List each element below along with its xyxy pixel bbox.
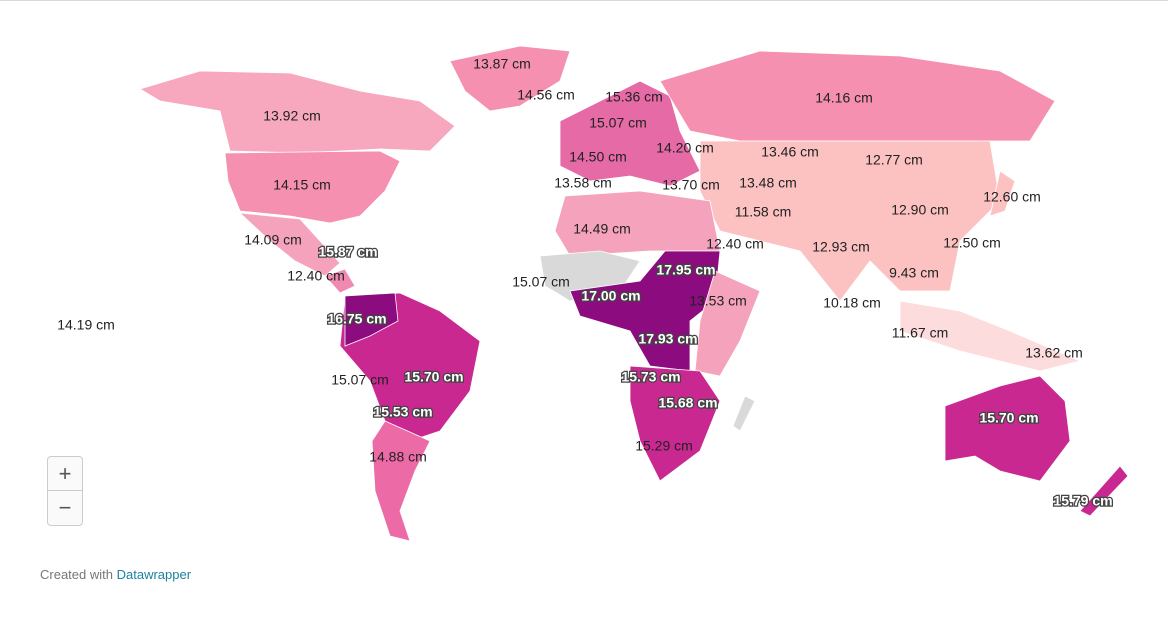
region-label: 17.00 cm: [581, 288, 640, 304]
region-label: 14.19 cm: [57, 317, 115, 333]
se-asia: [899, 300, 1082, 372]
region-label: 10.18 cm: [823, 295, 881, 311]
footer: Created with Datawrapper: [40, 567, 191, 582]
region-label: 15.53 cm: [373, 404, 432, 420]
region-label: 13.46 cm: [761, 144, 819, 160]
region-label: 14.50 cm: [569, 149, 627, 165]
region-label: 17.93 cm: [638, 331, 697, 347]
region-label: 15.07 cm: [331, 372, 389, 388]
region-label: 14.09 cm: [244, 232, 302, 248]
region-label: 14.20 cm: [656, 140, 714, 156]
footer-link[interactable]: Datawrapper: [116, 567, 192, 582]
region-label: 15.36 cm: [605, 89, 663, 105]
footer-text: Created with: [40, 567, 113, 582]
region-label: 13.53 cm: [689, 293, 747, 309]
map: 13.87 cm 14.56 cm 15.36 cm 14.16 cm 13.92 cm…: [57, 45, 1129, 542]
region-label: 15.70 cm: [979, 410, 1038, 426]
labels: 13.87 cm 14.56 cm 15.36 cm 14.16 cm 13.92 cm…: [57, 56, 1114, 510]
region-label: 14.15 cm: [273, 177, 331, 193]
mexico: [238, 212, 341, 277]
region-label: 12.50 cm: [943, 235, 1001, 251]
region-label: 14.88 cm: [369, 449, 427, 465]
greenland: [449, 45, 571, 112]
west-central-africa: [569, 250, 721, 372]
east-africa: [694, 270, 761, 377]
region-label: 12.40 cm: [287, 268, 345, 284]
region-label: 15.29 cm: [635, 438, 693, 454]
south-america-south: [371, 420, 431, 542]
new-zealand: [1079, 465, 1129, 517]
region-label: 9.43 cm: [889, 265, 939, 281]
region-label: 15.07 cm: [512, 274, 570, 290]
region-label: 14.56 cm: [517, 87, 575, 103]
region-label: 15.68 cm: [658, 395, 717, 411]
region-label: 13.48 cm: [739, 175, 797, 191]
region-label: 12.77 cm: [865, 152, 923, 168]
region-label: 12.40 cm: [706, 236, 764, 252]
canada: [139, 70, 456, 154]
zoom-in-button[interactable]: +: [47, 456, 83, 491]
southern-africa: [629, 365, 721, 482]
region-label: 14.49 cm: [573, 221, 631, 237]
asia: [699, 140, 1001, 302]
region-label: 13.62 cm: [1025, 345, 1083, 361]
region-label: 15.87 cm: [318, 244, 377, 260]
region-label: 13.58 cm: [554, 175, 612, 191]
venezuela-colombia: [344, 292, 399, 347]
australia: [944, 375, 1071, 482]
region-label: 12.93 cm: [812, 239, 870, 255]
zoom-out-button[interactable]: −: [47, 491, 83, 526]
madagascar: [732, 395, 756, 432]
region-label: 12.60 cm: [983, 189, 1041, 205]
region-label: 12.90 cm: [891, 202, 949, 218]
usa: [224, 150, 401, 224]
land: [139, 45, 1129, 542]
region-label: 16.75 cm: [327, 311, 386, 327]
region-label: 15.73 cm: [621, 369, 680, 385]
region-label: 11.58 cm: [735, 204, 792, 220]
region-label: 15.79 cm: [1053, 493, 1112, 509]
region-label: 15.07 cm: [589, 115, 647, 131]
region-label: 14.16 cm: [815, 90, 873, 106]
region-label: 15.70 cm: [404, 369, 463, 385]
region-label: 13.87 cm: [473, 56, 531, 72]
region-label: 13.92 cm: [263, 108, 321, 124]
japan: [989, 170, 1016, 217]
russia: [659, 50, 1056, 142]
central-america: [324, 268, 356, 294]
region-label: 11.67 cm: [892, 325, 949, 341]
region-label: 17.95 cm: [656, 262, 715, 278]
region-label: 13.70 cm: [662, 177, 720, 193]
